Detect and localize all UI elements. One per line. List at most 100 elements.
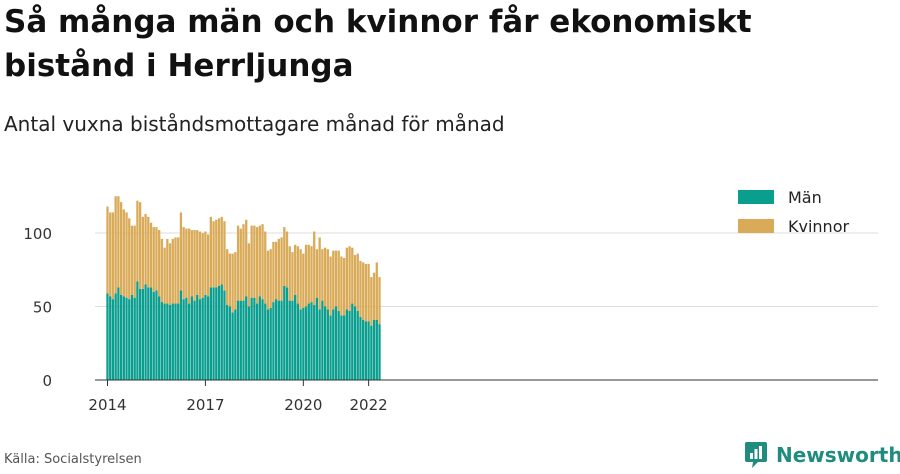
bar-kvinnor <box>294 244 297 295</box>
bar-man <box>340 315 343 380</box>
bar-kvinnor <box>106 206 109 294</box>
bar-kvinnor <box>149 222 153 288</box>
bar-kvinnor <box>329 256 332 316</box>
bar-man <box>185 297 188 380</box>
bar-man <box>329 315 332 380</box>
bar-kvinnor <box>277 238 281 301</box>
bar-kvinnor <box>264 231 267 304</box>
bar-man <box>228 306 232 380</box>
bar-man <box>119 294 123 380</box>
bar-kvinnor <box>359 260 362 317</box>
bar-kvinnor <box>117 196 120 288</box>
bar-man <box>285 287 289 380</box>
bar-man <box>187 303 191 380</box>
bar-kvinnor <box>348 246 351 311</box>
bar-man <box>136 281 139 380</box>
bar-kvinnor <box>318 237 321 310</box>
bar-kvinnor <box>239 228 242 301</box>
bar-man <box>234 309 237 380</box>
bar-man <box>117 287 120 380</box>
bar-kvinnor <box>274 241 278 300</box>
bar-man <box>245 296 248 380</box>
bar-kvinnor <box>212 221 215 288</box>
bar-man <box>348 310 351 380</box>
bar-man <box>299 309 302 380</box>
bar-kvinnor <box>370 277 373 326</box>
bar-kvinnor <box>125 212 128 298</box>
bar-kvinnor <box>258 225 261 297</box>
bar-man <box>166 303 169 380</box>
bar-kvinnor <box>345 247 349 310</box>
bar-kvinnor <box>196 230 199 295</box>
bar-kvinnor <box>187 228 191 304</box>
bar-kvinnor <box>291 252 294 301</box>
x-tick-label: 2014 <box>88 396 126 414</box>
brand-logo[interactable]: Newsworthy <box>744 441 900 469</box>
bar-kvinnor <box>190 230 193 297</box>
bar-man <box>247 306 251 380</box>
y-tick-labels: 0 50 100 <box>23 225 52 390</box>
bar-man <box>345 309 349 380</box>
bar-man <box>223 290 226 380</box>
bar-kvinnor <box>313 231 316 306</box>
bar-kvinnor <box>185 228 188 298</box>
bar-man <box>171 303 174 380</box>
bar-man <box>114 293 117 380</box>
bar-kvinnor <box>296 246 300 304</box>
bar-man <box>375 319 378 380</box>
bar-man <box>155 290 158 380</box>
bar-kvinnor <box>342 257 346 316</box>
bar-kvinnor <box>122 209 125 297</box>
bar-kvinnor <box>362 262 365 320</box>
bar-kvinnor <box>193 230 196 301</box>
bar-man <box>163 303 166 380</box>
bar-kvinnor <box>223 221 226 291</box>
bar-man <box>323 306 327 380</box>
bar-man <box>304 306 308 380</box>
bar-kvinnor <box>168 243 172 306</box>
bar-man <box>351 303 354 380</box>
bar-kvinnor <box>236 225 240 301</box>
bar-man <box>274 299 278 380</box>
bar-man <box>168 305 172 380</box>
bar-kvinnor <box>174 237 177 304</box>
bar-man <box>378 324 381 380</box>
bar-man <box>212 287 215 380</box>
bar-kvinnor <box>334 250 338 307</box>
bar-kvinnor <box>375 262 378 320</box>
bar-kvinnor <box>209 216 213 288</box>
bar-man <box>106 293 109 380</box>
bar-man <box>128 299 131 380</box>
bar-kvinnor <box>133 225 136 298</box>
bar-man <box>141 288 145 380</box>
bar-kvinnor <box>253 225 256 298</box>
bar-man <box>242 300 245 380</box>
bar-man <box>147 287 150 380</box>
bar-kvinnor <box>111 212 115 300</box>
bar-man <box>258 296 261 380</box>
bar-kvinnor <box>201 233 204 298</box>
x-axis: 2014 2017 2020 2022 <box>88 379 878 414</box>
bar-kvinnor <box>136 200 139 282</box>
bar-man <box>122 296 125 380</box>
bar-man <box>359 316 362 380</box>
bar-man <box>362 319 365 380</box>
y-tick-label: 0 <box>42 372 52 390</box>
y-tick-label: 50 <box>33 299 52 317</box>
bar-kvinnor <box>163 247 166 304</box>
bar-kvinnor <box>356 253 359 311</box>
legend-swatch-kvinnor <box>738 219 774 233</box>
bar-kvinnor <box>337 250 340 311</box>
bar-kvinnor <box>269 249 272 308</box>
bar-kvinnor <box>288 246 291 301</box>
bar-kvinnor <box>177 237 180 304</box>
bar-man <box>152 291 155 380</box>
bar-kvinnor <box>220 216 223 285</box>
bar-man <box>255 303 259 380</box>
source-note: Källa: Socialstyrelsen <box>4 452 142 467</box>
bar-man <box>196 294 199 380</box>
bar-kvinnor <box>128 218 131 300</box>
bar-man <box>253 297 256 380</box>
bar-man <box>193 300 196 380</box>
bar-man <box>231 312 234 380</box>
